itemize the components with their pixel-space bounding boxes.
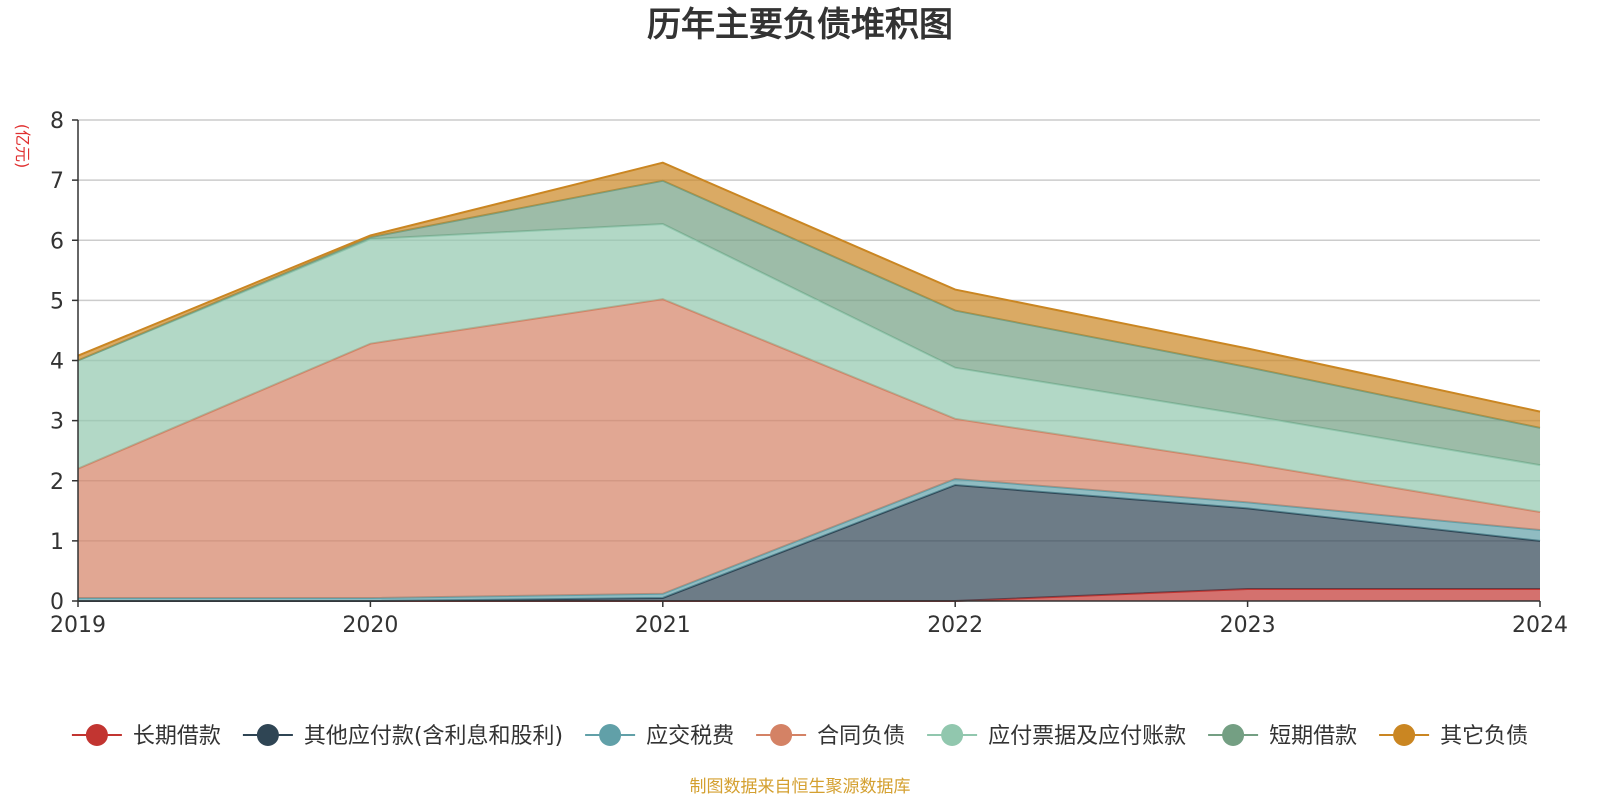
y-tick-label: 1 <box>50 530 64 555</box>
y-tick-label: 5 <box>50 289 64 314</box>
area-series-应交税费 <box>78 478 1540 601</box>
legend-item[interactable]: 应交税费 <box>585 724 734 749</box>
y-axis-unit-label: (亿元) <box>13 124 32 169</box>
legend-marker <box>599 724 622 746</box>
y-tick-label: 8 <box>50 109 64 134</box>
chart-title: 历年主要负债堆积图 <box>647 5 953 45</box>
axes: 0 1 2 3 4 5 6 7 8 2019 2020 2021 2022 2023 2024 <box>50 109 1568 638</box>
legend-item[interactable]: 应付票据及应付账款 <box>927 724 1186 749</box>
legend-item[interactable]: 合同负债 <box>756 724 905 749</box>
x-tick-label: 2023 <box>1220 613 1276 638</box>
legend-marker <box>85 724 108 746</box>
legend-label: 应交税费 <box>646 724 734 749</box>
y-tick-label: 3 <box>50 410 64 435</box>
data-source-note: 制图数据来自恒生聚源数据库 <box>690 777 911 797</box>
area-series-其他应付款(含利息和股利) <box>78 484 1540 601</box>
legend-item[interactable]: 短期借款 <box>1208 724 1357 749</box>
legend-item[interactable]: 长期借款 <box>71 724 221 749</box>
y-tick-label: 0 <box>50 590 64 615</box>
legend-marker <box>1222 724 1245 746</box>
legend[interactable]: 长期借款 其他应付款(含利息和股利) 应交税费 合同负债 应付票据及应付账款 短期借款 其它… <box>71 724 1528 749</box>
area-series-合同负债 <box>78 299 1540 598</box>
legend-label: 短期借款 <box>1269 724 1357 749</box>
x-tick-label: 2024 <box>1512 613 1568 638</box>
y-tick-label: 2 <box>50 470 64 495</box>
x-tick-label: 2019 <box>50 613 106 638</box>
x-tick-label: 2020 <box>342 613 398 638</box>
area-series <box>77 161 1541 602</box>
x-tick-label: 2021 <box>635 613 691 638</box>
y-tick-label: 6 <box>50 229 64 254</box>
y-tick-label: 4 <box>50 350 64 375</box>
legend-item[interactable]: 其它负债 <box>1379 724 1528 749</box>
area-series-line <box>77 161 1541 413</box>
legend-item[interactable]: 其他应付款(含利息和股利) <box>242 724 563 749</box>
legend-label: 应付票据及应付账款 <box>988 724 1186 749</box>
area-series-应付票据及应付账款 <box>78 224 1540 513</box>
legend-marker <box>941 724 964 746</box>
legend-marker <box>770 724 793 746</box>
x-tick-label: 2022 <box>927 613 983 638</box>
legend-label: 其它负债 <box>1440 724 1528 749</box>
area-series-短期借款 <box>78 180 1540 466</box>
legend-label: 长期借款 <box>133 724 221 749</box>
legend-label: 其他应付款(含利息和股利) <box>304 724 563 749</box>
legend-label: 合同负债 <box>817 724 905 749</box>
y-tick-label: 7 <box>50 169 64 194</box>
legend-marker <box>256 724 279 746</box>
legend-marker <box>1393 724 1416 746</box>
